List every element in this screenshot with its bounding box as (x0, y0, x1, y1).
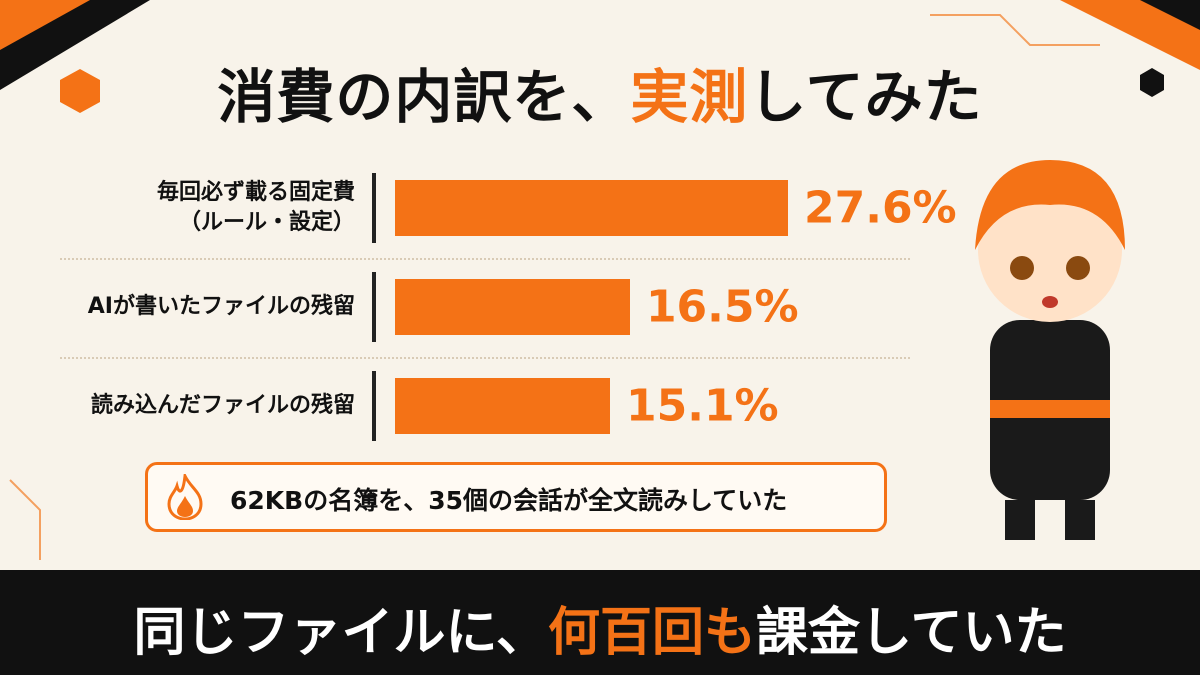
bar (395, 378, 610, 434)
bar (395, 279, 630, 335)
bar (395, 180, 788, 236)
footer-part: 同じファイルに、 (133, 603, 548, 663)
value-label: 27.6% (804, 182, 957, 234)
row-separator (372, 272, 376, 342)
category-label: 読み込んだファイルの残留 (90, 393, 355, 418)
footer-highlight: 何百回も (547, 603, 756, 663)
chart-title: 消費の内訳を、実測してみた (0, 50, 1200, 134)
row-separator (372, 173, 376, 243)
fire-icon (167, 474, 203, 520)
note-box (145, 462, 887, 532)
value-label: 16.5% (645, 281, 799, 333)
value-label: 15.1% (626, 380, 779, 432)
character (975, 160, 1125, 540)
row-separator (372, 371, 376, 441)
footer-text: 同じファイルに、何百回も課金していた (0, 590, 1200, 665)
note-text: 62KBの名簿を、35個の会話が全文読みしていた (230, 486, 788, 515)
category-label: AIが書いたファイルの残留 (87, 294, 355, 319)
title-part: してみた (748, 63, 983, 131)
footer-band (0, 570, 1200, 675)
footer-part: 課金していた (756, 603, 1067, 663)
category-label: 毎回必ず載る固定費 （ルール・設定） (156, 180, 355, 235)
divider (60, 356, 910, 359)
title-highlight: 実測 (630, 63, 749, 131)
title-part: 消費の内訳を、 (217, 63, 631, 131)
divider (60, 257, 910, 260)
